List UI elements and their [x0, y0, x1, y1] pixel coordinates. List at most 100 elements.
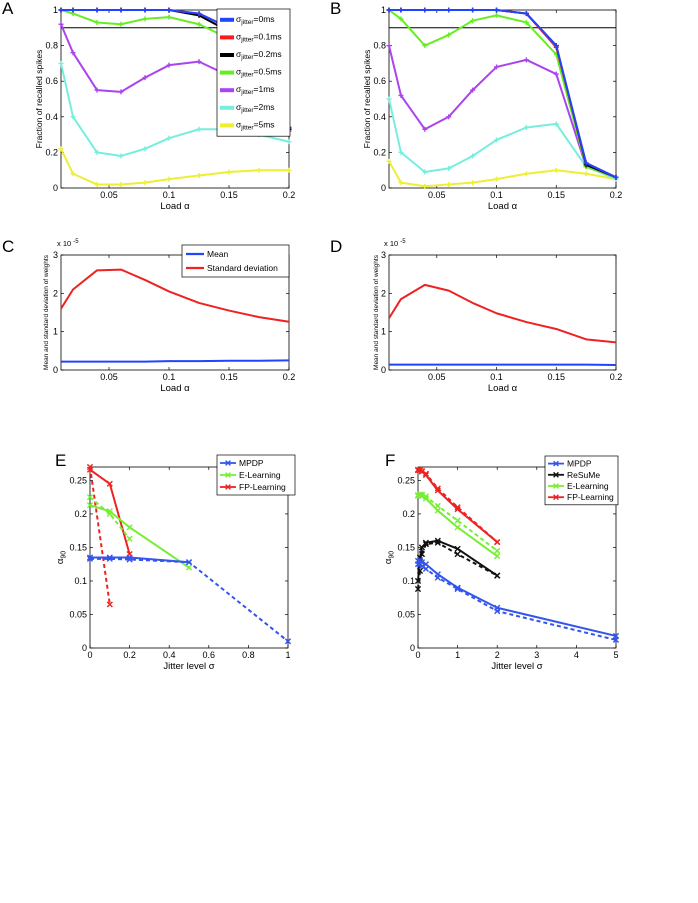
x-tick-label: 1 — [455, 650, 460, 660]
legend-item: Mean — [186, 249, 229, 259]
y-tick-label: 0.25 — [397, 475, 415, 485]
series-line — [388, 283, 617, 344]
data-point — [454, 545, 461, 552]
x-tick-label: 0.1 — [163, 372, 176, 382]
y-axis-label-sub: 90 — [61, 551, 68, 559]
y-tick-label: 0 — [53, 365, 58, 375]
axes-frame — [60, 254, 290, 371]
series-line — [90, 557, 289, 643]
panel-letter: D — [330, 237, 342, 256]
legend-swatch — [220, 88, 234, 93]
y-tick-label: 0.2 — [74, 509, 87, 519]
legend-label: Standard deviation — [207, 263, 278, 273]
x-tick-label: 0.1 — [163, 190, 176, 200]
legend-swatch — [220, 70, 234, 75]
y-tick-label: 0 — [410, 643, 415, 653]
x-tick-label: 5 — [613, 650, 618, 660]
y-axis-label: Mean and standard deviation of weights — [373, 254, 380, 370]
series-line — [417, 494, 498, 557]
data-point — [106, 480, 113, 487]
legend-label: FP-Learning — [567, 492, 614, 502]
y-axis-label: Fraction of recalled spikes — [34, 50, 44, 149]
legend-item: σjitter=0.2ms — [220, 49, 282, 61]
x-tick-label: 0.2 — [283, 372, 296, 382]
data-point — [106, 601, 113, 608]
x-tick-label: 0.6 — [203, 650, 216, 660]
x-tick-label: 0.05 — [100, 190, 118, 200]
data-point — [454, 524, 461, 531]
series-line — [389, 9, 617, 179]
x-tick-label: 0.05 — [100, 372, 118, 382]
x-tick-label: 0 — [87, 650, 92, 660]
panel-e: E 0 0.2 0.4 0.6 0.8 1 0 0.05 0.1 0.15 0.2 0.25 Jitter… — [55, 451, 296, 672]
data-point — [494, 547, 501, 554]
series-line — [388, 45, 617, 179]
y-tick-label: 1 — [381, 327, 386, 337]
legend-swatch — [220, 123, 234, 128]
legend-marker — [553, 494, 559, 501]
series-line — [389, 9, 617, 179]
legend-subscript: jitter — [240, 72, 254, 79]
series-line — [90, 556, 190, 564]
legend-item: FP-Learning — [548, 492, 614, 502]
y-tick-label: 1 — [381, 5, 386, 15]
data-point — [454, 551, 461, 558]
y-tick-label: 0.15 — [397, 542, 415, 552]
legend-item: E-Learning — [220, 470, 281, 480]
x-tick-label: 0 — [415, 650, 420, 660]
y-tick-label: 0 — [381, 183, 386, 193]
legend: MPDP E-Learning FP-Learning — [216, 454, 296, 496]
y-scale-label: x 10 -5 — [384, 239, 406, 248]
data-point — [126, 554, 133, 561]
data-point — [422, 470, 430, 477]
legend-label: σjitter=1ms — [236, 84, 275, 96]
series-0-5ms — [386, 7, 619, 180]
x-tick-label: 4 — [574, 650, 579, 660]
x-axis-label: Load α — [160, 201, 190, 212]
y-tick-label: 0.15 — [69, 542, 87, 552]
legend-marker — [225, 484, 231, 490]
legend-item: Standard deviation — [186, 263, 278, 273]
legend-symbol: σ — [236, 67, 242, 77]
series-mpdp — [86, 555, 292, 645]
series-line — [60, 148, 289, 186]
data-point — [454, 517, 461, 524]
data-point — [494, 553, 501, 560]
data-point — [422, 495, 430, 502]
x-tick-label: 1 — [285, 650, 290, 660]
x-tick-label: 0.1 — [490, 190, 503, 200]
series-resume — [414, 537, 501, 585]
panel-letter: A — [2, 0, 14, 18]
data-point — [434, 537, 441, 544]
x-tick-label: 0.15 — [220, 190, 238, 200]
legend-label: MPDP — [239, 458, 264, 468]
y-tick-label: 0.05 — [69, 609, 87, 619]
y-tick-label: 0.1 — [402, 576, 415, 586]
legend-subscript: jitter — [240, 54, 254, 61]
data-point — [494, 604, 501, 611]
series-line — [418, 469, 498, 543]
legend-subscript: jitter — [240, 107, 254, 114]
legend: Mean Standard deviation — [181, 244, 290, 278]
y-tick-label: 0.8 — [373, 41, 386, 51]
x-tick-label: 0.05 — [428, 190, 446, 200]
series-e-learning — [414, 492, 501, 560]
y-tick-label: 2 — [381, 288, 386, 298]
legend-item: FP-Learning — [220, 482, 286, 492]
series-line — [388, 98, 617, 181]
legend-symbol: σ — [236, 84, 242, 94]
y-tick-label: 0.6 — [373, 76, 386, 86]
panel-d: D 0.05 0.1 0.15 0.2 0 1 2 3 Load α Mean and standa… — [330, 237, 622, 394]
series-2ms — [386, 96, 619, 182]
series-standard-deviation — [388, 283, 617, 344]
legend-subscript: jitter — [240, 124, 254, 131]
legend-item: MPDP — [548, 459, 592, 469]
data-point — [106, 554, 113, 561]
y-tick-label: 0 — [53, 183, 58, 193]
panel-letter: E — [55, 451, 66, 470]
data-point — [414, 467, 422, 474]
x-tick-label: 0.15 — [547, 190, 565, 200]
series-line — [89, 466, 111, 605]
panel-f: F 0 1 2 3 4 5 0 0.05 0.1 0.15 0.2 0.25 Jitter level σ… — [383, 451, 620, 672]
data-point — [434, 571, 441, 578]
